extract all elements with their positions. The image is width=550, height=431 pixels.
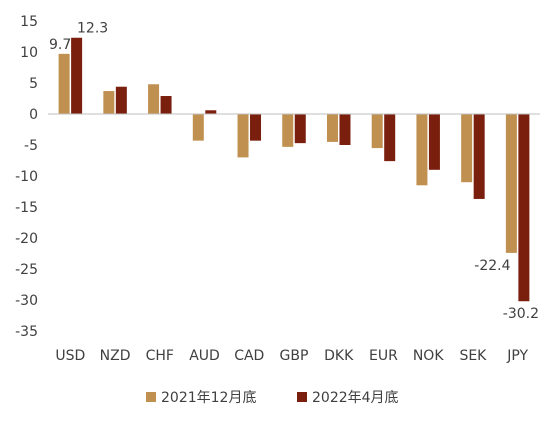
x-category-label: AUD xyxy=(189,348,220,364)
y-tick-label: 10 xyxy=(20,45,38,61)
bars-group xyxy=(58,37,530,302)
bar-sek-series-1 xyxy=(461,114,473,183)
y-tick-label: -5 xyxy=(24,138,38,154)
x-category-label: GBP xyxy=(280,348,309,364)
bar-nok-series-2 xyxy=(428,114,440,170)
data-labels-group: 9.7 12.3 -22.4 -30.2 xyxy=(49,21,539,322)
legend: 2021年12月底 2022年4月底 xyxy=(146,390,399,406)
bar-gbp-series-1 xyxy=(282,114,294,147)
y-tick-label: -30 xyxy=(15,293,38,309)
y-axis-tick-labels: 15 10 5 0 -5 -10 -15 -20 -25 -30 -35 xyxy=(15,14,38,340)
data-label: -22.4 xyxy=(474,258,510,274)
legend-swatch xyxy=(297,392,307,402)
y-tick-label: -15 xyxy=(15,200,38,216)
bar-chf-series-2 xyxy=(160,96,172,114)
y-tick-label: 15 xyxy=(20,14,38,30)
data-label: 9.7 xyxy=(49,37,71,53)
x-category-label: CAD xyxy=(234,348,264,364)
data-label: 12.3 xyxy=(77,21,108,37)
bar-sek-series-2 xyxy=(473,114,485,199)
bar-eur-series-1 xyxy=(371,114,383,149)
bar-dkk-series-1 xyxy=(326,114,338,142)
bar-dkk-series-2 xyxy=(339,114,351,145)
bar-nok-series-1 xyxy=(416,114,428,186)
y-tick-label: -35 xyxy=(15,324,38,340)
x-category-label: EUR xyxy=(369,348,398,364)
x-category-label: DKK xyxy=(324,348,354,364)
x-category-label: NOK xyxy=(413,348,444,364)
y-tick-label: -10 xyxy=(15,169,38,185)
bar-nzd-series-1 xyxy=(103,91,115,114)
bar-nzd-series-2 xyxy=(115,86,127,114)
x-category-label: SEK xyxy=(459,348,487,364)
x-category-label: JPY xyxy=(506,348,528,364)
bar-cad-series-2 xyxy=(250,114,262,141)
bar-chf-series-1 xyxy=(148,84,160,114)
data-label: -30.2 xyxy=(503,306,539,322)
bar-eur-series-2 xyxy=(384,114,396,162)
legend-label: 2022年4月底 xyxy=(312,390,399,406)
x-category-label: USD xyxy=(55,348,85,364)
x-axis-category-labels: USD NZD CHF AUD CAD GBP DKK EUR NOK SEK JPY xyxy=(55,348,528,364)
x-category-label: NZD xyxy=(100,348,131,364)
legend-label: 2021年12月底 xyxy=(161,390,256,406)
bar-gbp-series-2 xyxy=(294,114,306,144)
y-tick-label: -20 xyxy=(15,231,38,247)
bar-aud-series-1 xyxy=(192,114,204,141)
legend-swatch xyxy=(146,392,156,402)
bar-jpy-series-2 xyxy=(518,114,530,302)
x-category-label: CHF xyxy=(146,348,174,364)
y-tick-label: 0 xyxy=(29,107,38,123)
y-tick-label: -25 xyxy=(15,262,38,278)
bar-cad-series-1 xyxy=(237,114,249,158)
bar-jpy-series-1 xyxy=(505,114,517,253)
y-tick-label: 5 xyxy=(29,76,38,92)
bar-usd-series-2 xyxy=(71,37,83,114)
bar-aud-series-2 xyxy=(205,110,217,114)
bar-usd-series-1 xyxy=(58,53,70,114)
